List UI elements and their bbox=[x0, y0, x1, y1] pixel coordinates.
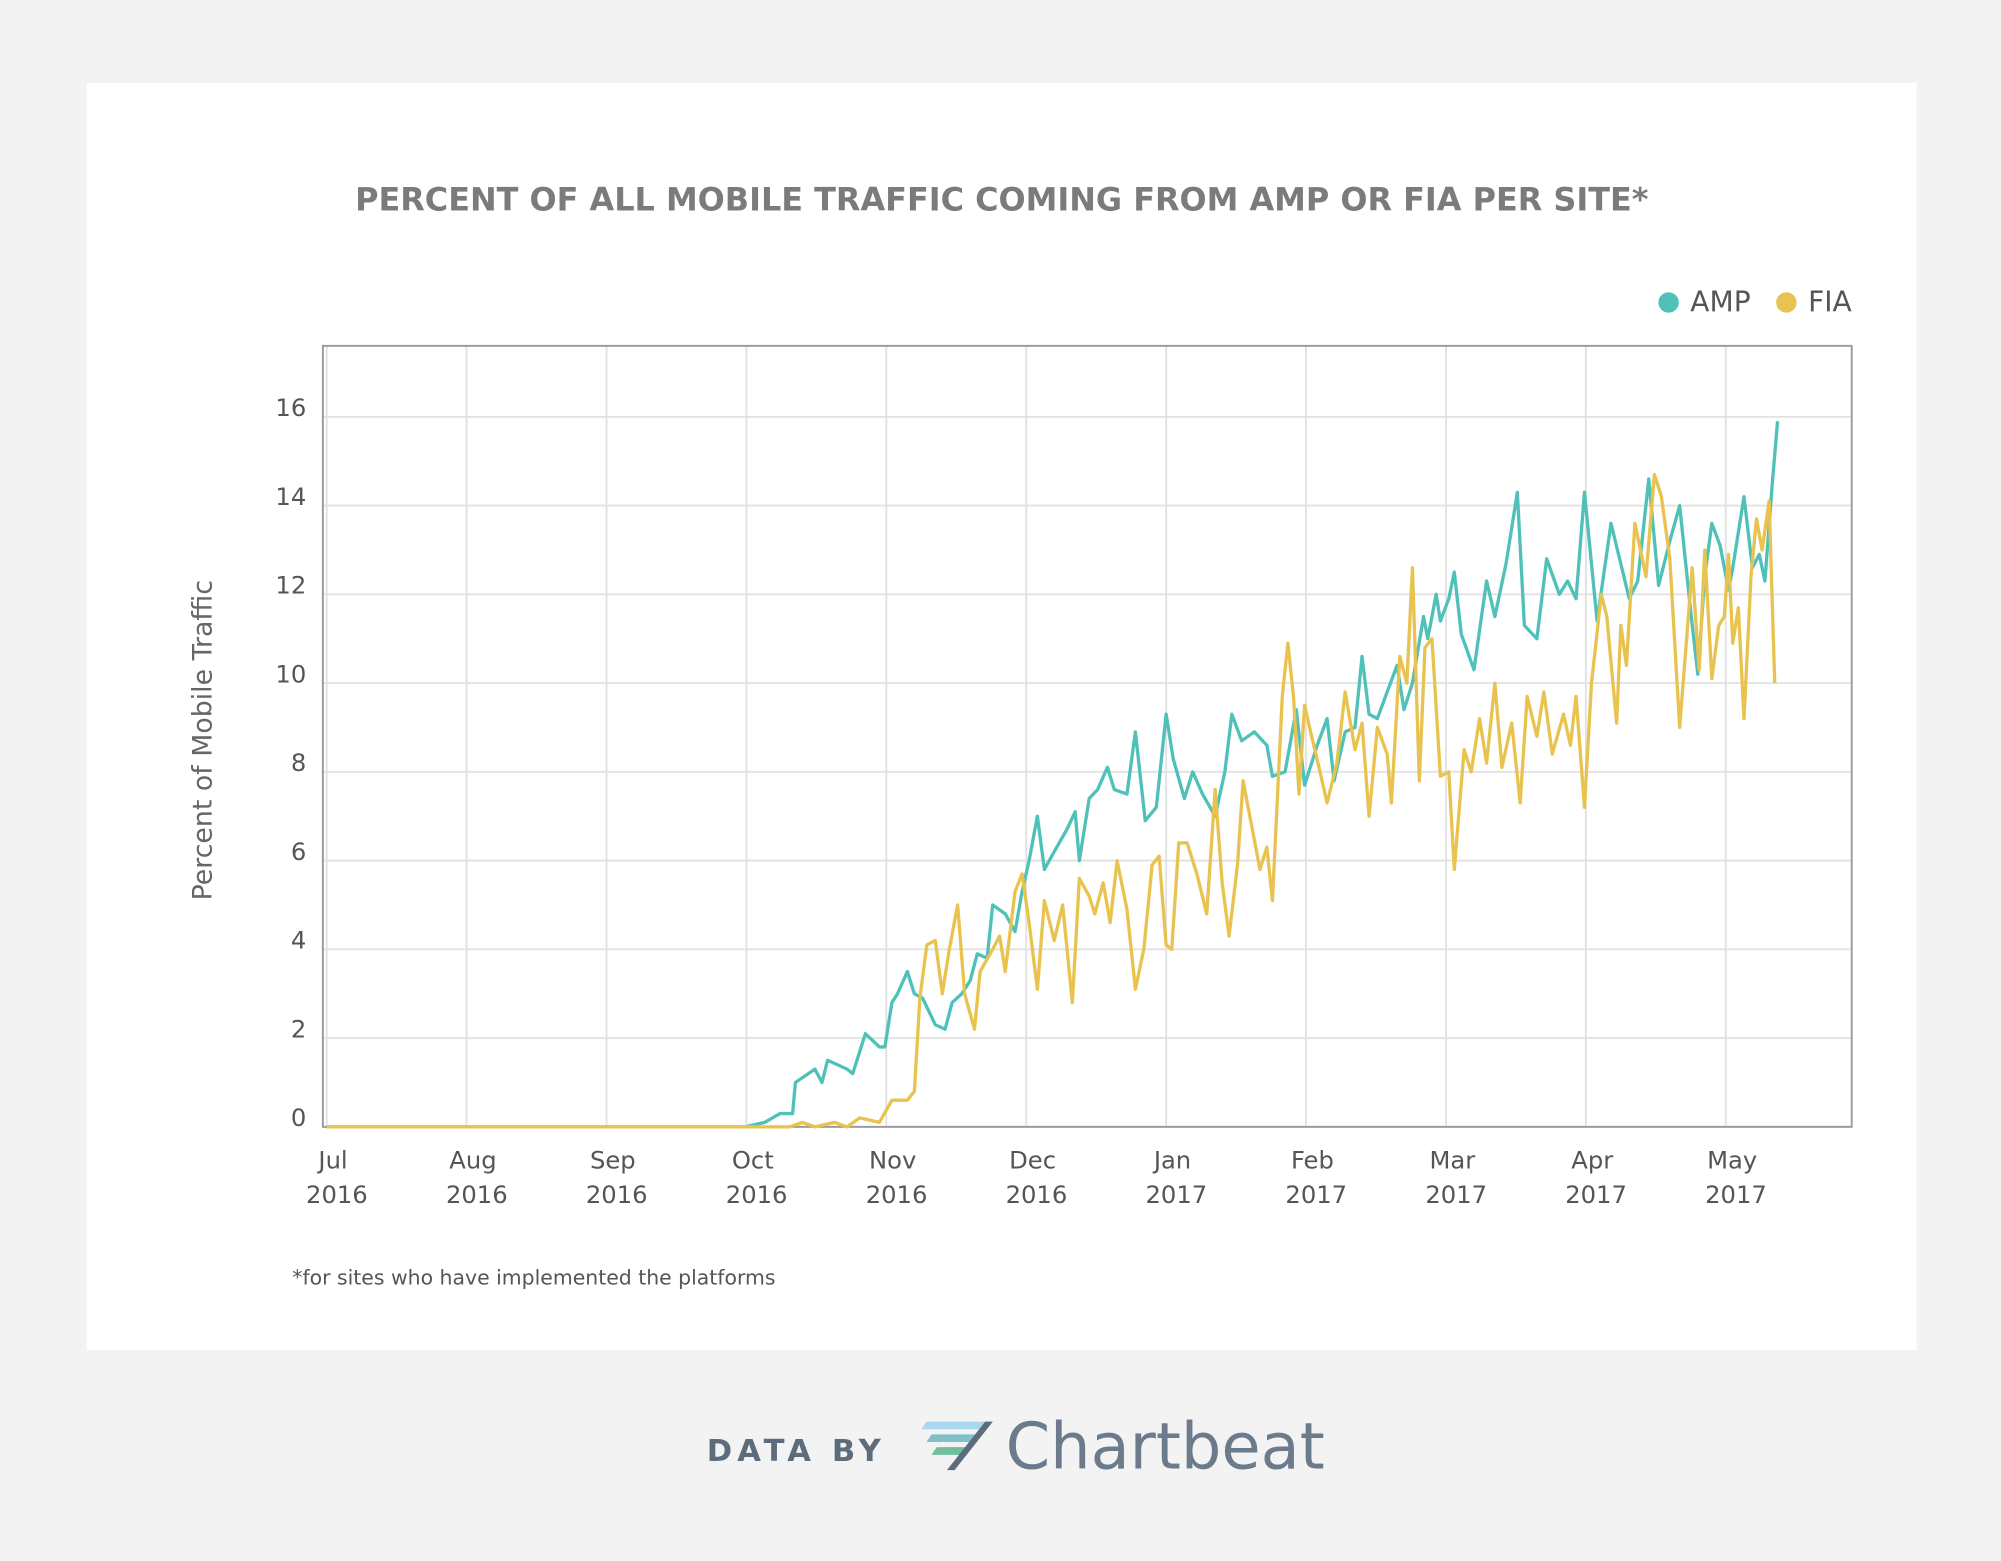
legend-label: FIA bbox=[1808, 286, 1852, 319]
y-tick-label: 12 bbox=[275, 571, 306, 600]
y-tick-label: 14 bbox=[275, 482, 306, 511]
x-tick-label: Nov 2016 bbox=[866, 1145, 928, 1208]
x-tick-label: Jul 2016 bbox=[306, 1145, 368, 1208]
legend-swatch bbox=[1776, 292, 1797, 313]
chart-title: PERCENT OF ALL MOBILE TRAFFIC COMING FRO… bbox=[355, 181, 1649, 219]
series-line bbox=[326, 421, 1780, 1129]
x-tick-label: Jan 2017 bbox=[1146, 1145, 1208, 1208]
x-tick-label: Dec 2016 bbox=[1006, 1145, 1068, 1208]
plot-area: 0 2 4 6 8 10 12 14 16 Jul 2016 Aug 2016 Sep 2016 Oct… bbox=[275, 344, 1853, 1209]
logo-slash bbox=[946, 1421, 993, 1471]
logo-stripe bbox=[921, 1421, 991, 1430]
y-axis-label: Percent of Mobile Traffic bbox=[188, 580, 219, 900]
y-tick-label: 10 bbox=[275, 659, 306, 688]
x-tick-label: Oct 2016 bbox=[726, 1145, 788, 1208]
legend-label: AMP bbox=[1690, 286, 1750, 319]
x-tick-label: Mar 2017 bbox=[1425, 1145, 1487, 1208]
x-tick-label: Aug 2016 bbox=[446, 1145, 508, 1208]
series-line bbox=[326, 472, 1777, 1129]
x-tick-label: May 2017 bbox=[1705, 1145, 1767, 1208]
y-tick-label: 6 bbox=[291, 837, 306, 866]
y-tick-label: 4 bbox=[291, 926, 306, 955]
footnote: *for sites who have implemented the plat… bbox=[292, 1266, 775, 1290]
x-tick-label: Apr 2017 bbox=[1565, 1145, 1627, 1208]
footer-prefix: DATA BY bbox=[707, 1434, 886, 1469]
y-tick-label: 2 bbox=[291, 1014, 306, 1043]
logo-stripe bbox=[931, 1447, 970, 1455]
logo-stripe bbox=[926, 1434, 981, 1443]
x-tick-label: Feb 2017 bbox=[1285, 1145, 1347, 1208]
footer-brand: Chartbeat bbox=[1006, 1411, 1325, 1485]
footer: DATA BY Chartbeat bbox=[707, 1411, 1325, 1485]
card bbox=[86, 82, 1917, 1351]
y-tick-label: 16 bbox=[275, 393, 306, 422]
legend-swatch bbox=[1658, 292, 1679, 313]
y-tick-label: 0 bbox=[291, 1103, 306, 1132]
plot-frame bbox=[321, 344, 1853, 1128]
logo-icon bbox=[921, 1421, 993, 1471]
y-tick-label: 8 bbox=[291, 748, 306, 777]
legend: FIA AMP bbox=[1658, 286, 1852, 319]
x-tick-label: Sep 2016 bbox=[586, 1145, 648, 1208]
